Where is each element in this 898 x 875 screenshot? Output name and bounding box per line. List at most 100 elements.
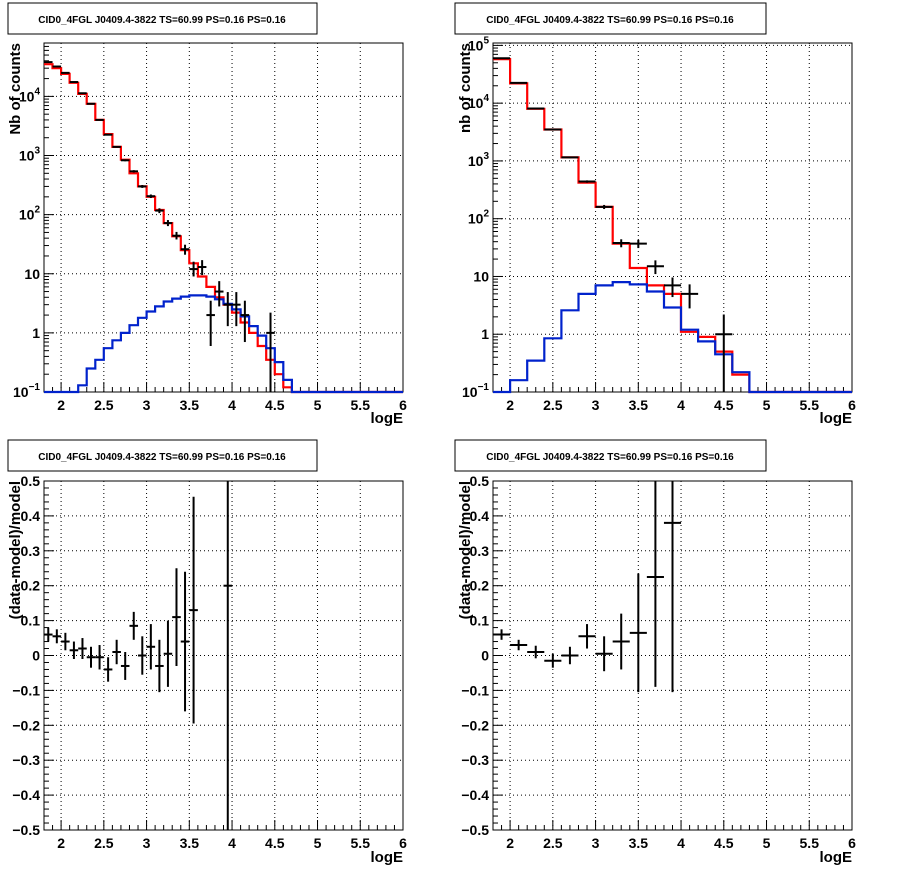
y-tick-label: −0.3 <box>12 752 40 768</box>
data-point <box>138 185 147 188</box>
y-tick-label: −0.5 <box>12 822 40 838</box>
x-tick-label: 5 <box>314 835 322 851</box>
x-tick-label: 3 <box>143 397 151 413</box>
y-tick-label: 0.3 <box>21 543 41 559</box>
x-tick-label: 3.5 <box>629 397 649 413</box>
data-point <box>189 261 198 277</box>
x-tick-label: 3 <box>592 397 600 413</box>
data-point <box>612 613 630 670</box>
data-point <box>146 194 156 199</box>
data-point <box>612 239 630 248</box>
data-point <box>663 481 682 693</box>
data-point <box>103 657 113 682</box>
panel-title: CID0_4FGL J0409.4-3822 TS=60.99 PS=0.16 … <box>486 452 734 463</box>
x-tick-label: 4 <box>228 835 236 851</box>
x-tick-label: 2.5 <box>543 397 563 413</box>
panel-title: CID0_4FGL J0409.4-3822 TS=60.99 PS=0.16 … <box>38 15 286 26</box>
y-axis-title: nb of counts <box>457 43 474 133</box>
source-model-histogram <box>44 294 403 394</box>
y-tick-label: 1 <box>481 326 489 342</box>
y-axis-title: (data-model)/model <box>457 481 474 619</box>
data-point <box>223 292 233 327</box>
data-point <box>561 646 579 665</box>
x-tick-label: 4.5 <box>714 835 734 851</box>
data-point <box>544 128 562 131</box>
y-tick-label: 0.2 <box>470 578 490 594</box>
x-tick-label: 4.5 <box>265 835 285 851</box>
x-tick-label: 3.5 <box>629 835 649 851</box>
data-point <box>172 231 181 240</box>
y-tick-label: 0.2 <box>21 578 41 594</box>
data-point <box>578 624 596 649</box>
x-tick-label: 5.5 <box>800 397 820 413</box>
x-tick-label: 5.5 <box>351 397 371 413</box>
x-axis-title: logE <box>820 849 853 866</box>
data-point <box>61 71 70 74</box>
y-tick-label: −0.1 <box>12 682 40 698</box>
data-point <box>510 639 528 651</box>
data-point <box>112 145 121 148</box>
data-point <box>595 636 613 672</box>
data-point <box>95 645 104 670</box>
data-point <box>240 300 250 343</box>
y-axis-title: Nb of counts <box>7 43 24 135</box>
y-tick-label: −0.4 <box>12 787 40 803</box>
x-tick-label: 2 <box>506 397 514 413</box>
x-tick-label: 6 <box>848 835 856 851</box>
data-point <box>155 639 164 693</box>
x-tick-label: 5.5 <box>800 835 820 851</box>
data-point <box>578 180 596 183</box>
data-point <box>206 300 215 346</box>
data-point <box>715 314 733 392</box>
y-tick-label: −0.5 <box>461 822 489 838</box>
x-tick-label: 2 <box>506 835 514 851</box>
data-point <box>69 81 79 84</box>
data-point <box>69 641 79 659</box>
x-tick-label: 6 <box>848 397 856 413</box>
data-point <box>561 156 579 159</box>
x-tick-label: 5 <box>314 397 322 413</box>
data-point <box>120 652 130 680</box>
data-point <box>180 571 190 712</box>
x-axis-title: logE <box>371 849 404 866</box>
x-tick-label: 4 <box>677 397 685 413</box>
data-point <box>163 620 173 687</box>
y-tick-label: 0.5 <box>470 473 490 489</box>
y-tick-label: −0.1 <box>461 682 489 698</box>
data-point <box>52 629 62 644</box>
y-tick-label: 0.4 <box>470 508 490 524</box>
data-point <box>544 653 562 668</box>
data-point <box>155 208 164 214</box>
data-point <box>120 159 130 162</box>
data-point <box>129 170 139 173</box>
data-point <box>138 636 147 675</box>
data-point <box>112 639 121 665</box>
data-point <box>223 481 233 830</box>
data-point <box>681 284 699 309</box>
y-tick-label: 10 <box>24 266 40 282</box>
data-point <box>163 220 173 227</box>
x-tick-label: 4 <box>677 835 685 851</box>
data-point <box>180 244 190 255</box>
data-point <box>663 277 682 298</box>
x-tick-label: 2.5 <box>543 835 563 851</box>
data-point <box>527 107 545 110</box>
data-point <box>629 573 647 693</box>
x-tick-label: 3.5 <box>180 835 200 851</box>
data-point <box>214 281 224 307</box>
panel-title: CID0_4FGL J0409.4-3822 TS=60.99 PS=0.16 … <box>38 452 286 463</box>
data-point <box>78 92 87 95</box>
data-point <box>197 260 207 276</box>
title-box <box>454 439 767 472</box>
counts-panel-right: CID0_4FGL J0409.4-3822 TS=60.99 PS=0.16 … <box>454 2 856 427</box>
y-tick-label: 0.1 <box>470 613 490 629</box>
data-point <box>86 102 96 105</box>
x-tick-label: 2 <box>57 397 65 413</box>
data-point <box>95 118 104 121</box>
x-tick-label: 4.5 <box>265 397 285 413</box>
x-tick-label: 5 <box>763 397 771 413</box>
counts-panel-left: CID0_4FGL J0409.4-3822 TS=60.99 PS=0.16 … <box>7 2 407 427</box>
panel-title: CID0_4FGL J0409.4-3822 TS=60.99 PS=0.16 … <box>486 15 734 26</box>
data-point <box>61 632 70 651</box>
